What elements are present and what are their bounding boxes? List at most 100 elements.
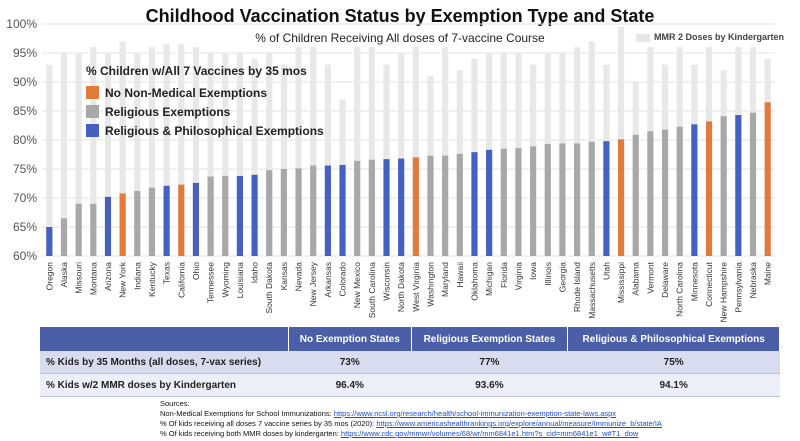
x-tick-label: Alabama	[631, 262, 641, 296]
vaccine-bar	[266, 170, 273, 256]
vaccine-bar	[588, 141, 595, 256]
x-tick-label: Oklahoma	[469, 262, 479, 301]
x-tick-label: Colorado	[338, 262, 348, 297]
legend-header: % Children w/All 7 Vaccines by 35 mos	[86, 64, 307, 78]
legend-label: No Non-Medical Exemptions	[105, 85, 268, 100]
vaccine-bar	[163, 185, 170, 256]
y-tick-label: 95%	[13, 46, 37, 60]
bar-chart: 60% 65% 70% 75% 80% 85% 90% 95% 100% Oregon Alaska…	[6, 17, 775, 323]
mmr-bar	[119, 41, 126, 257]
x-tick-label: Maine	[763, 262, 773, 285]
x-tick-label: Montana	[88, 262, 98, 295]
source-line: % Of kids receiving all doses 7 vaccine …	[160, 419, 662, 429]
x-tick-label: Arkansas	[323, 262, 333, 297]
y-tick-label: 90%	[13, 75, 37, 89]
vaccine-bar	[617, 139, 625, 256]
table-cell: 96.4%	[288, 373, 411, 397]
vaccine-bar	[104, 196, 112, 256]
legend-item-none: No Non-Medical Exemptions	[86, 83, 324, 102]
legend-item-both: Religious & Philosophical Exemptions	[86, 121, 324, 140]
table-cell: 77%	[411, 351, 568, 374]
source-link[interactable]: https://www.americashealthrankings.org/e…	[376, 419, 662, 428]
mmr-bar	[280, 64, 287, 256]
table-cell: 93.6%	[411, 373, 568, 397]
mmr-bar	[354, 47, 361, 257]
x-tick-label: New Mexico	[352, 262, 362, 309]
y-tick-label: 80%	[13, 133, 37, 147]
table-header-blank	[40, 327, 289, 351]
source-text: % Of kids receiving all doses 7 vaccine …	[160, 419, 377, 428]
x-tick-label: Massachusetts	[587, 262, 597, 319]
vaccine-bar	[471, 152, 478, 256]
vaccine-bar	[339, 164, 346, 256]
x-tick-label: New Hampshire	[719, 262, 729, 323]
table-header-row: No Exemption States Religious Exemption …	[40, 327, 780, 351]
x-tick-label: Utah	[601, 262, 611, 280]
mmr-bar	[134, 53, 141, 256]
vaccine-bar	[647, 131, 654, 256]
x-tick-label: Ohio	[191, 262, 201, 280]
source-line: Non-Medical Exemptions for School Immuni…	[160, 409, 662, 419]
mmr-legend-swatch	[636, 33, 650, 42]
x-tick-label: South Dakota	[264, 262, 274, 314]
legend-swatch	[86, 86, 99, 99]
x-tick-label: Missouri	[74, 262, 84, 294]
x-tick-label: Texas	[162, 262, 172, 284]
mmr-bar	[324, 64, 331, 256]
x-tick-label: Arizona	[103, 262, 113, 291]
vaccine-bar	[383, 159, 390, 256]
x-tick-label: Wyoming	[220, 262, 230, 298]
vaccine-bar	[661, 129, 669, 256]
mmr-bar	[163, 44, 170, 256]
source-link[interactable]: https://www.ncsl.org/research/health/sch…	[333, 409, 617, 418]
x-tick-label: Michigan	[484, 262, 494, 296]
vaccine-bar	[310, 165, 317, 256]
mmr-bar	[398, 53, 405, 256]
vaccine-bar	[354, 160, 361, 256]
vaccine-bar	[222, 175, 229, 256]
mmr-bar	[46, 64, 53, 256]
x-tick-label: Washington	[425, 262, 435, 307]
vaccine-bar	[544, 144, 551, 256]
vaccine-bar	[46, 227, 53, 256]
y-tick-label: 75%	[13, 162, 37, 176]
table-header-both: Religious & Philosophical Exemptions	[567, 327, 780, 351]
x-tick-label: Louisiana	[235, 262, 245, 299]
x-tick-label: Indiana	[132, 262, 142, 290]
sources-block: Sources: Non-Medical Exemptions for Scho…	[160, 399, 662, 439]
vaccine-bar	[119, 193, 126, 256]
x-tick-label: Delaware	[660, 262, 670, 298]
source-line: % Of kids receiving both MMR doses by ki…	[160, 429, 662, 439]
x-tick-label: Pennsylvania	[733, 262, 743, 313]
vaccine-bar	[280, 169, 287, 256]
mmr-bar	[75, 53, 82, 256]
source-link[interactable]: https://www.cdc.gov/mmwr/volumes/68/wr/m…	[340, 429, 639, 438]
y-tick-label: 100%	[6, 17, 37, 31]
x-tick-label: Rhode Island	[572, 262, 582, 312]
vaccine-bar	[60, 218, 68, 256]
vaccine-bar	[603, 141, 610, 256]
x-tick-label: Illinois	[543, 262, 553, 286]
x-tick-label: Virginia	[513, 262, 523, 290]
vaccine-bar	[295, 168, 302, 256]
x-tick-label: Mississippi	[616, 262, 626, 303]
vaccine-bar	[559, 143, 566, 256]
vaccine-bar	[398, 158, 405, 256]
vaccine-bar	[500, 148, 507, 256]
table-row: % Kids w/2 MMR doses by Kindergarten 96.…	[40, 373, 780, 397]
chart-title: Childhood Vaccination Status by Exemptio…	[145, 6, 655, 26]
x-tick-label: Wisconsin	[382, 262, 392, 301]
vaccine-bar	[574, 143, 581, 256]
x-tick-label: North Carolina	[675, 262, 685, 317]
y-tick-label: 85%	[13, 104, 37, 118]
vaccine-bar	[705, 121, 713, 256]
vaccine-bar	[207, 176, 214, 256]
mmr-bar	[295, 47, 302, 257]
y-tick-label: 60%	[13, 249, 37, 263]
x-tick-label: Alaska	[59, 262, 69, 288]
mmr-bar	[148, 47, 156, 257]
mmr-bar	[192, 47, 200, 257]
x-tick-label: Maryland	[440, 262, 450, 297]
x-tick-label: Oregon	[44, 262, 54, 291]
y-tick-label: 65%	[13, 220, 37, 234]
